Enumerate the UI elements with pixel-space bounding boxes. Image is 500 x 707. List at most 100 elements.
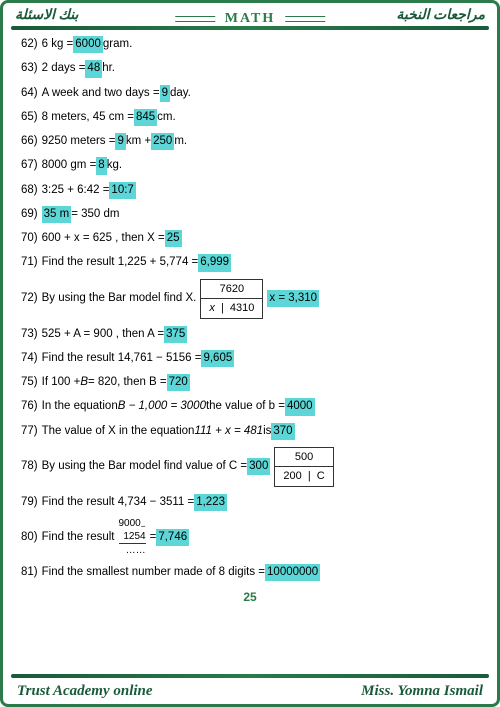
q-text: 525 + A = 900 , then A = [42,326,164,343]
header-center: MATH [171,11,329,27]
header-left: بنك الاسئلة [15,7,78,24]
answer: x = 3,310 [267,290,319,307]
q-text: 6 kg = [42,36,74,53]
q-text: 8000 gm = [42,157,97,174]
q-text: Find the result 1,225 + 5,774 = [42,254,199,271]
answer: 25 [165,230,182,247]
q-text: 9250 meters = [42,133,116,150]
q-num: 64) [21,85,38,102]
answer: 48 [85,60,102,77]
q-num: 80) [21,529,38,546]
answer: 845 [134,109,157,126]
answer: 9 [115,133,125,150]
q-text: The value of X in the equation [42,423,195,440]
q-num: 70) [21,230,38,247]
question-67: 67)8000 gm = 8 kg. [21,157,479,174]
q-num: 71) [21,254,38,271]
answer: 6000 [73,36,103,53]
footer: Trust Academy online Miss. Yomna Ismail [3,683,497,700]
bar-top: 500 [275,448,332,467]
answer: 8 [96,157,106,174]
question-76: 76)In the equation B − 1,000 = 3000 the … [21,398,479,415]
q-text: m. [174,133,187,150]
question-68: 68)3:25 + 6:42 = 10:7 [21,182,479,199]
question-73: 73)525 + A = 900 , then A = 375 [21,326,479,343]
q-num: 81) [21,564,38,581]
answer: 9,605 [201,350,234,367]
q-text: hr. [102,60,115,77]
answer: 10:7 [109,182,135,199]
answer: 720 [167,374,190,391]
q-num: 69) [21,206,38,223]
q-num: 72) [21,290,38,307]
q-text: is [263,423,271,440]
bar-top: 7620 [201,280,262,299]
bar-model-box: 500 200 | C [274,447,333,487]
footer-bar [11,674,489,678]
q-num: 75) [21,374,38,391]
q-text: Find the result 4,734 − 3511 = [42,494,195,511]
header-right: مراجعات النخبة [396,7,485,24]
q-text: cm. [157,109,176,126]
sub-bot: 1254 [119,531,146,543]
question-69: 69)35 m = 350 dm [21,206,479,223]
page-number: 25 [21,588,479,606]
question-66: 66)9250 meters = 9 km + 250 m. [21,133,479,150]
answer: 370 [271,423,294,440]
q-num: 74) [21,350,38,367]
question-71: 71)Find the result 1,225 + 5,774 = 6,999 [21,254,479,271]
var: B [80,374,88,391]
answer: 250 [151,133,174,150]
answer: 9 [160,85,170,102]
q-num: 63) [21,60,38,77]
equation: B − 1,000 = 3000 [118,398,206,415]
question-64: 64)A week and two days = 9 day. [21,85,479,102]
q-num: 77) [21,423,38,440]
bar-br: 4310 [230,302,254,314]
answer: 10000000 [265,564,320,581]
q-text: = 350 dm [71,206,119,223]
q-num: 62) [21,36,38,53]
q-text: Find the smallest number made of 8 digit… [42,564,265,581]
q-num: 65) [21,109,38,126]
q-text: In the equation [42,398,118,415]
q-text: day. [170,85,191,102]
q-text: If 100 + [42,374,81,391]
bar-bl: x [209,302,215,314]
question-80: 80)Find the result 9000− 1254 …… = 7,746 [21,518,479,557]
q-num: 76) [21,398,38,415]
content: 62)6 kg = 6000 gram. 63)2 days = 48 hr. … [3,36,497,606]
q-text: = 820, then B = [88,374,167,391]
q-num: 67) [21,157,38,174]
question-75: 75)If 100 + B = 820, then B = 720 [21,374,479,391]
q-text: By using the Bar model find value of C = [42,458,248,475]
header: بنك الاسئلة MATH مراجعات النخبة [3,3,497,24]
swirl-left [175,16,215,22]
q-num: 79) [21,494,38,511]
bar-bl: 200 [283,470,301,482]
bar-br: C [317,470,325,482]
answer: 4000 [285,398,315,415]
question-65: 65)8 meters, 45 cm = 845 cm. [21,109,479,126]
question-77: 77)The value of X in the equation 111 + … [21,423,479,440]
equation: 111 + x = 481 [194,423,263,440]
q-text: 600 + x = 625 , then X = [42,230,165,247]
q-text: A week and two days = [42,85,160,102]
q-num: 73) [21,326,38,343]
q-text: km + [126,133,151,150]
bar-bottom: x | 4310 [201,298,262,318]
answer: 35 m [42,206,72,223]
q-text: 8 meters, 45 cm = [42,109,134,126]
bar-model-box: 7620 x | 4310 [200,279,263,319]
question-70: 70)600 + x = 625 , then X = 25 [21,230,479,247]
q-text: gram. [103,36,132,53]
header-title: MATH [225,11,276,26]
answer: 7,746 [156,529,189,546]
question-78: 78)By using the Bar model find value of … [21,447,479,487]
question-79: 79)Find the result 4,734 − 3511 = 1,223 [21,494,479,511]
q-num: 78) [21,458,38,475]
q-num: 66) [21,133,38,150]
question-81: 81)Find the smallest number made of 8 di… [21,564,479,581]
answer: 1,223 [194,494,227,511]
q-text: Find the result [42,529,115,546]
